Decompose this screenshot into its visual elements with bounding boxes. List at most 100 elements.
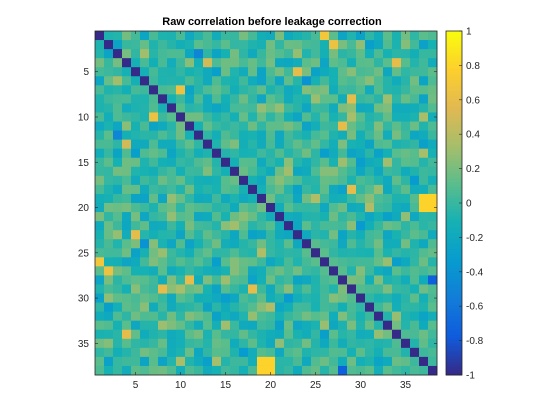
heatmap-cell: [194, 302, 204, 313]
colorbar-segment: [446, 248, 462, 252]
y-tick-label: 10: [78, 113, 90, 124]
heatmap-cell: [320, 311, 330, 322]
heatmap-cell: [401, 112, 411, 122]
heatmap-cell: [149, 248, 159, 258]
heatmap-cell: [284, 148, 294, 159]
heatmap-cell: [293, 365, 303, 376]
heatmap-cell: [320, 320, 330, 331]
colorbar-segment: [446, 39, 462, 43]
heatmap-cell: [338, 248, 348, 258]
heatmap-cell: [392, 338, 402, 349]
heatmap-cell: [392, 148, 402, 159]
heatmap-cell: [347, 275, 357, 285]
heatmap-cell: [302, 257, 312, 267]
heatmap-cell: [104, 175, 114, 186]
heatmap-cell: [95, 221, 105, 231]
heatmap-cell: [221, 67, 231, 77]
colorbar-segment: [446, 262, 462, 266]
heatmap-cell: [131, 329, 141, 340]
heatmap-cell: [95, 248, 105, 258]
heatmap-cell: [302, 329, 312, 340]
x-tick-label: 20: [265, 380, 277, 391]
heatmap-cell: [383, 275, 393, 285]
heatmap-cell: [239, 58, 249, 68]
heatmap-cell: [293, 212, 303, 222]
heatmap-cell: [248, 112, 258, 122]
heatmap-cell: [203, 139, 213, 150]
heatmap-cell: [302, 184, 312, 195]
heatmap-cell: [140, 40, 150, 50]
heatmap-cell: [221, 248, 231, 258]
heatmap-cell: [275, 320, 285, 331]
heatmap-cell: [302, 175, 312, 186]
heatmap-cell: [365, 230, 375, 240]
heatmap-cell: [266, 139, 276, 150]
heatmap-cell: [428, 85, 438, 95]
colorbar-segment: [446, 291, 462, 295]
heatmap-cell: [410, 175, 420, 186]
heatmap-cell: [158, 157, 168, 168]
heatmap-cell: [383, 347, 393, 358]
heatmap-cell: [203, 266, 213, 276]
colorbar-segment: [446, 224, 462, 228]
heatmap-cell: [140, 139, 150, 150]
heatmap-cell: [419, 311, 429, 322]
heatmap-cell: [149, 40, 159, 50]
heatmap-cell: [311, 94, 321, 104]
colorbar-segment: [446, 340, 462, 344]
heatmap-cell: [104, 94, 114, 104]
heatmap-cell: [374, 130, 384, 141]
heatmap-cell: [239, 67, 249, 77]
heatmap-cell: [428, 112, 438, 122]
heatmap-cell: [212, 221, 222, 231]
heatmap-cell: [302, 302, 312, 313]
heatmap-cell: [176, 203, 186, 213]
heatmap-cell: [212, 275, 222, 285]
heatmap-cell: [284, 302, 294, 313]
heatmap-cell: [194, 121, 204, 131]
heatmap-cell: [230, 248, 240, 258]
heatmap-cell: [266, 230, 276, 240]
heatmap-cell: [401, 284, 411, 294]
heatmap-cell: [167, 221, 177, 231]
heatmap-cell: [167, 356, 177, 367]
y-tick-label: 30: [78, 294, 90, 305]
heatmap-cell: [410, 121, 420, 131]
heatmap-cell: [104, 203, 114, 213]
heatmap-cell: [302, 275, 312, 285]
heatmap-cell: [194, 239, 204, 249]
heatmap-cell: [275, 31, 285, 41]
colorbar-segment: [446, 176, 462, 180]
heatmap-cell: [356, 184, 366, 195]
heatmap-cell: [248, 266, 258, 276]
heatmap-cell: [419, 40, 429, 50]
heatmap-cell: [338, 257, 348, 267]
heatmap-cell: [401, 157, 411, 168]
heatmap-cell: [392, 31, 402, 41]
colorbar-segment: [446, 310, 462, 314]
heatmap-cell: [365, 49, 375, 59]
heatmap-cell: [419, 248, 429, 258]
heatmap-cell: [104, 31, 114, 41]
heatmap-cell: [383, 212, 393, 222]
heatmap-cell: [329, 284, 339, 294]
colorbar-segment: [446, 44, 462, 48]
heatmap-cell: [374, 85, 384, 95]
heatmap-cell: [185, 356, 195, 367]
heatmap-cell: [410, 184, 420, 195]
heatmap-cell: [149, 275, 159, 285]
heatmap-cell: [410, 221, 420, 231]
colorbar-segment: [446, 350, 462, 354]
heatmap-cell: [167, 203, 177, 213]
heatmap-cell: [302, 347, 312, 358]
heatmap-cell: [275, 356, 285, 367]
heatmap-cell: [329, 58, 339, 68]
heatmap-cell: [347, 347, 357, 358]
heatmap-cell: [95, 203, 105, 213]
heatmap-cell: [338, 284, 348, 294]
heatmap-cell: [104, 157, 114, 168]
heatmap-cell: [176, 338, 186, 349]
heatmap-cell: [122, 67, 132, 77]
heatmap-cell: [356, 148, 366, 159]
heatmap-cell: [428, 67, 438, 77]
